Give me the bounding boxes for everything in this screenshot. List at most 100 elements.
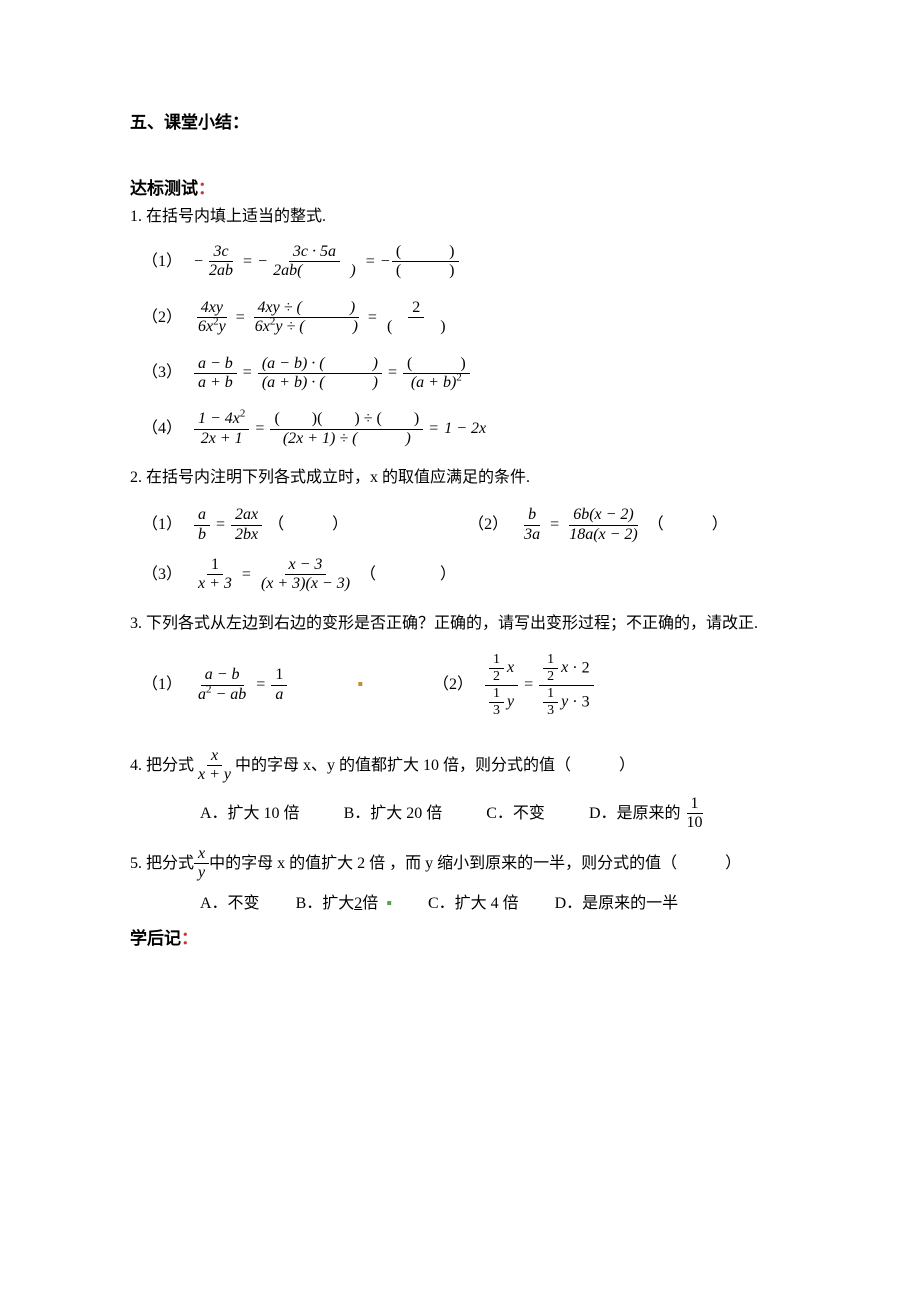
q2-item-3: （3） 1 x + 3 = x − 3 (x + 3)(x − 3) （ ）: [142, 556, 790, 594]
q2-stem: 2. 在括号内注明下列各式成立时，x 的取值应满足的条件.: [130, 466, 790, 490]
test-title: 达标测试：: [130, 176, 790, 202]
denominator: a2 − ab: [194, 686, 250, 704]
nested-fraction: 12: [543, 652, 558, 685]
fraction: 1 a: [271, 666, 287, 704]
q1-item-1: （1） − 3c 2ab = − 3c · 5a 2ab( ) = − ( ) …: [142, 243, 790, 281]
denominator: 2ab( ): [269, 262, 360, 280]
num-pre: 1 − 4x: [198, 410, 240, 427]
blank-paren: （ ）: [268, 513, 348, 537]
q2-1-label: （1）: [142, 513, 186, 537]
denominator: (a + b) · ( ): [258, 374, 382, 392]
fraction: 6b(x − 2) 18a(x − 2): [565, 506, 642, 544]
q2-3-label: （3）: [142, 563, 186, 587]
q3-2-label: （2）: [433, 673, 477, 697]
q5-choices: A．不变 B．扩大2 倍 ▪ C．扩大 4 倍 D．是原来的一半: [200, 892, 790, 916]
denom-pre: 6x: [198, 318, 213, 335]
numerator: 4xy: [197, 299, 227, 318]
fraction: ( ) ( ): [392, 243, 459, 281]
fraction: x x + y: [194, 747, 235, 785]
q4-pre: 4. 把分式: [130, 754, 194, 778]
denominator: a + b: [194, 374, 237, 392]
q4-choice-c: C．不变: [486, 795, 545, 833]
q2-item-2: （2） b 3a = 6b(x − 2) 18a(x − 2) （ ）: [468, 506, 728, 544]
q5-stem: 5. 把分式 x y 中的字母 x 的值扩大 2 倍 ，而 y 缩小到原来的一半…: [130, 845, 790, 883]
equals-sign: =: [243, 250, 252, 274]
numerator: x: [194, 845, 209, 864]
q5-choice-a: A．不变: [200, 892, 260, 916]
numerator: 1: [271, 666, 287, 685]
numerator: b: [524, 506, 540, 525]
post-note: 学后记：: [130, 926, 790, 952]
q5-b-post: 倍: [362, 892, 378, 916]
fraction: x − 3 (x + 3)(x − 3): [257, 556, 354, 594]
fraction: a − b a2 − ab: [194, 666, 250, 704]
q2-2-label: （2）: [468, 513, 512, 537]
denom-post: y ÷ ( ): [275, 318, 358, 335]
fraction: 12x 13y: [485, 652, 518, 719]
denominator: 6x2y: [194, 318, 230, 336]
numerator: x: [207, 747, 222, 766]
equals-sign: =: [242, 563, 251, 587]
nested-fraction: 13: [543, 686, 558, 719]
q5-pre: 5. 把分式: [130, 852, 194, 876]
denominator: 6x2y ÷ ( ): [251, 318, 362, 336]
equals-sign: =: [255, 417, 264, 441]
denom-post: − ab: [212, 686, 247, 703]
fraction: a b: [194, 506, 210, 544]
numerator: 1 − 4x2: [194, 410, 249, 429]
denominator: 2bx: [231, 526, 262, 544]
denominator: 18a(x − 2): [565, 526, 642, 544]
denom-pre: (a + b): [411, 374, 456, 391]
denominator: ( ): [392, 262, 459, 280]
denom-pre: a: [198, 686, 206, 703]
q1-2-label: （2）: [142, 306, 186, 330]
fraction: 1 x + 3: [194, 556, 236, 594]
worksheet-page: 五、课堂小结： 达标测试： 1. 在括号内填上适当的整式. （1） − 3c 2…: [0, 0, 920, 1012]
q1-item-2: （2） 4xy 6x2y = 4xy ÷ ( ) 6x2y ÷ ( ) = 2 …: [142, 299, 790, 337]
fraction: 2ax 2bx: [231, 506, 262, 544]
numerator: 6b(x − 2): [569, 506, 638, 525]
nested-fraction: 13: [489, 686, 504, 719]
q5-b-underline: 2: [354, 892, 362, 916]
denom-pre: 6x: [255, 318, 270, 335]
q5-choice-c: C．扩大 4 倍: [428, 892, 519, 916]
minus-sign: −: [258, 250, 267, 274]
numerator: 1: [207, 556, 223, 575]
equals-sign: =: [429, 417, 438, 441]
marker-dot-icon: ▪: [357, 673, 363, 697]
denominator: ( ): [383, 318, 450, 336]
q5-b-pre: B．扩大: [296, 892, 355, 916]
post-note-text: 学后记: [130, 929, 181, 948]
denominator: 13y · 3: [539, 686, 593, 719]
exponent: 2: [240, 408, 246, 420]
fraction: a − b a + b: [194, 355, 237, 393]
denominator: 2ab: [205, 262, 237, 280]
test-title-colon: ：: [198, 179, 215, 198]
q1-item-4: （4） 1 − 4x2 2x + 1 = ( )( ) ÷ ( ) (2x + …: [142, 410, 790, 448]
q4-choice-b: B．扩大 20 倍: [344, 795, 443, 833]
equals-sign: =: [236, 306, 245, 330]
q4-d-pre: D．是原来的: [589, 802, 681, 826]
denominator: x + 3: [194, 575, 236, 593]
q2-item-1: （1） a b = 2ax 2bx （ ）: [142, 506, 348, 544]
equals-sign: =: [368, 306, 377, 330]
fraction: 3c · 5a 2ab( ): [269, 243, 360, 281]
fraction: 4xy ÷ ( ) 6x2y ÷ ( ): [251, 299, 362, 337]
blank-paren: （ ）: [648, 513, 728, 537]
equals-sign: =: [366, 250, 375, 274]
fraction: b 3a: [520, 506, 544, 544]
numerator: a: [194, 506, 210, 525]
q1-item-3: （3） a − b a + b = (a − b) · ( ) (a + b) …: [142, 355, 790, 393]
denom-post: y: [219, 318, 226, 335]
test-title-text: 达标测试: [130, 179, 198, 198]
q3-1-label: （1）: [142, 673, 186, 697]
denominator: b: [194, 526, 210, 544]
denominator: 3a: [520, 526, 544, 544]
denominator: a: [271, 686, 287, 704]
numerator: 3c: [209, 243, 232, 262]
denominator: (2x + 1) ÷ ( ): [279, 430, 415, 448]
numerator: ( ): [392, 243, 459, 262]
denominator: y: [194, 864, 209, 882]
blank-paren: （ ）: [360, 563, 456, 587]
exponent: 2: [456, 372, 462, 384]
